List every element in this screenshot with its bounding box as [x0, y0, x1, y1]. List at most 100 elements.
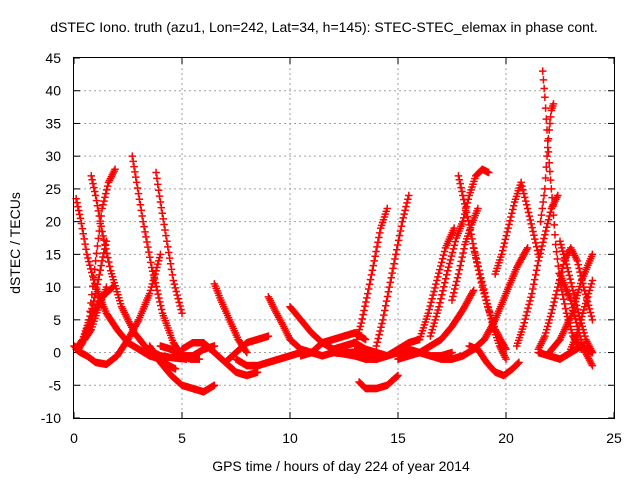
data-point — [399, 214, 407, 222]
data-point — [96, 266, 104, 275]
data-point — [436, 262, 445, 270]
series-30 — [459, 165, 493, 226]
data-point — [542, 163, 551, 171]
data-point — [521, 193, 529, 202]
data-point — [352, 335, 361, 344]
data-point — [562, 260, 571, 268]
data-point — [175, 298, 183, 307]
data-point — [169, 276, 178, 285]
data-point — [567, 325, 575, 334]
x-axis-label: GPS time / hours of day 224 of year 2014 — [212, 458, 470, 474]
data-point — [442, 270, 451, 279]
data-point — [543, 219, 552, 228]
data-point — [430, 319, 438, 327]
data-point — [545, 126, 553, 134]
data-point — [498, 246, 507, 255]
data-point — [546, 208, 555, 217]
data-point — [366, 275, 375, 284]
data-point — [450, 288, 458, 297]
series-21 — [355, 371, 402, 393]
data-point — [509, 205, 517, 214]
data-point — [89, 273, 98, 282]
data-point — [559, 250, 568, 259]
data-point — [425, 305, 433, 314]
data-point — [468, 183, 476, 191]
data-point — [76, 214, 85, 223]
data-point — [462, 237, 470, 246]
data-point — [351, 338, 360, 347]
data-point — [427, 298, 435, 307]
data-point — [380, 213, 389, 221]
data-point — [404, 195, 412, 203]
data-point — [156, 298, 164, 306]
data-point — [528, 223, 536, 232]
data-point — [575, 264, 583, 273]
data-point — [92, 196, 101, 205]
y-tick-label: -10 — [41, 410, 61, 426]
data-point — [78, 224, 87, 233]
data-point — [545, 316, 554, 324]
data-point — [98, 227, 106, 236]
data-point — [453, 273, 462, 282]
data-point — [542, 223, 551, 231]
data-point — [499, 243, 508, 251]
data-point — [424, 309, 432, 318]
data-point — [379, 216, 388, 224]
data-point — [461, 206, 470, 215]
data-point — [481, 292, 490, 301]
data-point — [529, 285, 537, 293]
data-point — [167, 265, 176, 274]
data-point — [89, 320, 97, 328]
data-point — [148, 267, 157, 276]
data-point — [554, 262, 563, 270]
data-point — [455, 266, 464, 274]
data-point — [471, 251, 480, 260]
data-point — [361, 302, 369, 311]
data-point — [264, 332, 273, 340]
data-point — [381, 210, 390, 218]
data-point — [460, 210, 469, 218]
data-point — [456, 179, 464, 188]
data-point — [378, 218, 387, 227]
data-point — [90, 317, 98, 325]
data-point — [85, 257, 93, 266]
data-point — [579, 309, 587, 318]
data-point — [491, 270, 499, 278]
data-point — [157, 203, 166, 212]
data-point — [529, 227, 537, 236]
data-point — [99, 201, 107, 209]
data-point — [416, 332, 425, 341]
data-point — [370, 257, 378, 265]
data-point — [80, 235, 88, 243]
data-point — [580, 302, 589, 311]
data-point — [517, 178, 525, 187]
data-point — [520, 318, 528, 327]
series-5 — [81, 283, 111, 344]
data-point — [154, 180, 162, 189]
data-point — [546, 119, 554, 128]
data-point — [494, 339, 503, 347]
data-point — [450, 224, 458, 232]
data-point — [173, 291, 181, 299]
data-point — [373, 243, 381, 251]
data-point — [540, 191, 548, 200]
data-point — [539, 76, 548, 84]
data-point — [396, 227, 405, 235]
data-point — [513, 339, 522, 347]
data-point — [88, 268, 96, 277]
data-point — [95, 212, 104, 220]
data-point — [585, 305, 594, 313]
data-point — [90, 187, 99, 196]
data-point — [153, 174, 161, 183]
y-tick-label: 10 — [45, 279, 61, 295]
data-point — [158, 209, 167, 217]
data-point — [97, 222, 105, 231]
data-point — [545, 158, 553, 167]
data-point — [357, 319, 366, 327]
series-25 — [394, 286, 478, 363]
data-point — [172, 287, 180, 296]
data-point — [90, 265, 99, 274]
data-point — [576, 332, 584, 340]
data-point — [532, 266, 541, 275]
data-point — [456, 261, 465, 270]
